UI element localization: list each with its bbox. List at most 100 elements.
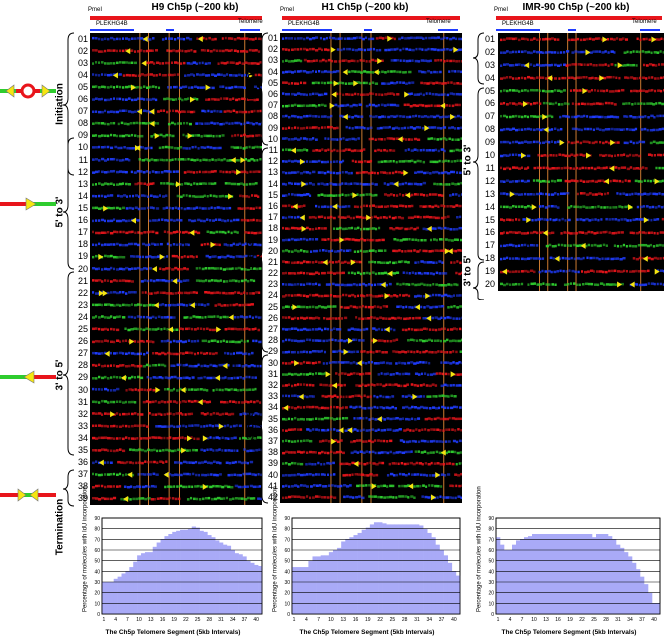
molecule-signal — [288, 261, 291, 264]
molecule-signal — [92, 230, 95, 234]
molecule-signal — [147, 243, 151, 246]
molecule-signal — [413, 295, 418, 298]
molecule-signal — [458, 484, 461, 488]
molecule-signal — [586, 127, 590, 131]
molecule-signal — [236, 328, 240, 331]
molecule-signal — [237, 340, 241, 344]
molecule-signal — [456, 306, 460, 309]
molecule-signal — [185, 194, 188, 197]
molecule-signal — [560, 103, 564, 106]
molecule-signal — [435, 450, 439, 454]
molecule-signal — [440, 339, 443, 343]
molecule-signal — [131, 303, 134, 306]
molecule-signal — [195, 170, 199, 174]
molecule-signal — [297, 82, 300, 85]
molecule-signal — [122, 37, 125, 40]
molecule-signal — [200, 48, 205, 52]
molecule-signal — [364, 362, 368, 365]
molecule-signal — [536, 101, 539, 105]
molecule-signal — [218, 49, 222, 53]
molecule-signal — [314, 462, 317, 466]
molecule-signal — [356, 182, 359, 186]
molecule-signal — [228, 267, 232, 271]
molecule-signal — [435, 395, 438, 398]
molecule-signal — [500, 114, 503, 118]
molecule-signal — [291, 250, 294, 253]
molecule-signal — [360, 71, 363, 74]
fork-direction-arrow — [189, 96, 195, 103]
molecule-signal — [95, 303, 99, 307]
fork-direction-arrow — [339, 237, 345, 244]
molecule-signal — [294, 137, 298, 140]
molecule-signal — [454, 496, 457, 500]
molecule-signal — [116, 61, 119, 65]
molecule-signal — [95, 473, 98, 476]
molecule-signal — [457, 138, 460, 141]
molecule-signal — [151, 328, 155, 331]
molecule-signal — [404, 159, 408, 163]
molecule-signal — [642, 76, 646, 80]
molecule-signal — [318, 115, 321, 118]
molecule-signal — [153, 291, 158, 295]
molecule-signal — [129, 448, 132, 451]
molecule-image — [92, 33, 262, 505]
molecule-signal — [509, 128, 513, 131]
molecule-signal — [285, 227, 289, 230]
molecule-signal — [458, 37, 461, 41]
molecule-signal — [422, 249, 426, 253]
molecule-signal — [421, 48, 424, 51]
molecule-signal — [401, 137, 405, 141]
gene-bar — [282, 29, 332, 31]
molecule-signal — [225, 340, 229, 343]
molecule-signal — [323, 81, 326, 85]
molecule-signal — [410, 473, 415, 476]
molecule-signal — [157, 255, 160, 258]
molecule-signal — [398, 227, 402, 230]
molecule-signal — [425, 485, 428, 488]
molecule-signal — [312, 317, 316, 320]
molecule-signal — [116, 230, 119, 234]
molecule-signal — [92, 146, 95, 149]
molecule-signal — [407, 394, 411, 397]
molecule-signal — [396, 81, 399, 84]
fork-direction-arrow — [120, 374, 126, 381]
molecule-signal — [419, 205, 423, 208]
molecule-signal — [210, 170, 215, 173]
gene-label: PLEKHG4B — [288, 21, 320, 27]
molecule-signal — [436, 182, 439, 186]
molecule-signal — [208, 400, 212, 404]
molecule-signal — [167, 122, 171, 126]
molecule-signal — [396, 114, 399, 118]
molecule-signal — [192, 315, 196, 318]
molecule-signal — [443, 60, 446, 63]
molecule-signal — [223, 74, 226, 77]
molecule-signal — [247, 74, 250, 77]
molecule-signal — [282, 474, 285, 477]
molecule-signal — [378, 71, 381, 74]
molecule-signal — [336, 295, 340, 298]
molecule-signal — [166, 182, 170, 185]
molecule-signal — [324, 439, 328, 442]
molecule-signal — [524, 89, 527, 92]
molecule-signal — [143, 231, 147, 234]
molecule-signal — [110, 219, 114, 223]
molecule-signal — [640, 102, 643, 105]
molecule-signal — [208, 36, 211, 40]
molecule-signal — [435, 283, 439, 286]
molecule-signal — [110, 497, 113, 501]
molecule-signal — [387, 48, 391, 52]
molecule-signal — [122, 303, 125, 307]
molecule-signal — [356, 271, 360, 275]
molecule-signal — [144, 158, 149, 161]
molecule-signal — [587, 90, 591, 93]
molecule-signal — [375, 93, 378, 96]
molecule-signal — [210, 291, 214, 295]
molecule-signal — [206, 230, 210, 234]
molecule-signal — [288, 439, 291, 443]
molecule-signal — [187, 110, 190, 113]
molecule-signal — [374, 418, 378, 421]
molecule-signal — [221, 37, 224, 40]
molecule-signal — [392, 451, 396, 455]
molecule-signal — [384, 351, 388, 354]
molecule-signal — [182, 376, 186, 380]
